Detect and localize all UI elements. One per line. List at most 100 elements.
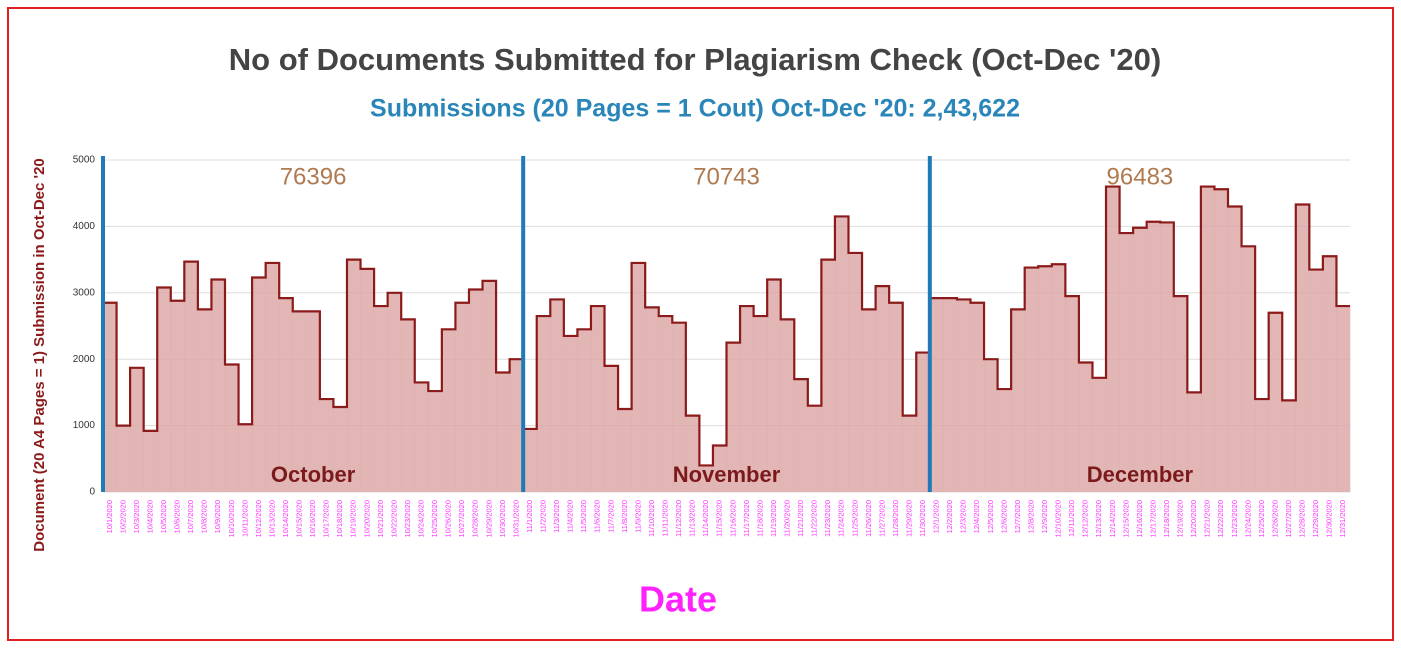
step-fill <box>712 445 727 492</box>
x-tick-label: 10/4/2020 <box>145 500 154 533</box>
step-fill <box>672 322 687 492</box>
step-fill <box>1065 296 1080 492</box>
chart-title: No of Documents Submitted for Plagiarism… <box>229 42 1161 77</box>
step-fill <box>1282 400 1297 492</box>
step-fill <box>1322 256 1337 492</box>
step-fill <box>116 425 131 492</box>
step-fill <box>821 259 836 492</box>
x-tick-label: 11/19/2020 <box>769 500 778 537</box>
x-tick-label: 12/22/2020 <box>1216 500 1225 538</box>
x-tick-label: 11/18/2020 <box>755 500 764 537</box>
x-tick-label: 12/20/2020 <box>1189 500 1198 538</box>
x-tick-label: 10/25/2020 <box>430 500 439 538</box>
x-tick-label: 12/29/2020 <box>1311 500 1320 538</box>
step-fill <box>279 298 294 492</box>
step-fill <box>441 329 456 492</box>
step-fill <box>875 286 890 492</box>
step-fill <box>753 316 768 492</box>
x-tick-label: 10/24/2020 <box>417 500 426 538</box>
x-tick-label: 11/21/2020 <box>796 500 805 537</box>
step-fill <box>1187 392 1202 492</box>
x-tick-label: 12/18/2020 <box>1162 500 1171 538</box>
step-fill <box>509 359 524 492</box>
x-tick-label: 12/11/2020 <box>1067 500 1076 537</box>
step-fill <box>428 391 443 492</box>
x-tick-label: 11/1/2020 <box>525 500 534 533</box>
x-tick-label: 10/6/2020 <box>173 500 182 533</box>
step-fill <box>590 306 605 492</box>
step-fill <box>130 367 144 492</box>
x-tick-label: 10/9/2020 <box>213 500 222 533</box>
x-tick-label: 12/31/2020 <box>1338 500 1347 538</box>
x-tick-label: 10/5/2020 <box>159 500 168 533</box>
step-fill <box>333 407 348 492</box>
x-tick-label: 11/12/2020 <box>674 500 683 537</box>
step-fill <box>496 372 510 492</box>
x-tick-label: 12/19/2020 <box>1176 500 1185 538</box>
chart-subtitle: Submissions (20 Pages = 1 Cout) Oct-Dec … <box>370 95 1020 123</box>
x-tick-label: 10/14/2020 <box>281 500 290 538</box>
month-name: November <box>673 462 781 487</box>
x-tick-label: 12/12/2020 <box>1081 500 1090 538</box>
x-tick-label: 10/8/2020 <box>200 500 209 533</box>
step-fill <box>604 365 619 492</box>
y-tick-label: 1000 <box>73 420 96 431</box>
x-tick-label: 12/8/2020 <box>1026 500 1035 533</box>
x-tick-label: 12/5/2020 <box>986 500 995 533</box>
x-tick-label: 11/14/2020 <box>701 500 710 537</box>
step-fill <box>523 428 538 492</box>
x-tick-label: 11/9/2020 <box>633 500 642 533</box>
x-tick-label: 11/16/2020 <box>728 500 737 537</box>
step-fill <box>550 299 565 492</box>
step-fill <box>224 364 239 492</box>
step-fill <box>143 430 158 492</box>
x-tick-label: 10/11/2020 <box>240 500 249 537</box>
x-tick-label: 12/16/2020 <box>1135 500 1144 538</box>
x-tick-label: 12/3/2020 <box>959 500 968 533</box>
month-total: 70743 <box>693 163 760 190</box>
x-tick-label: 10/17/2020 <box>322 500 331 538</box>
step-fill <box>319 399 334 492</box>
x-tick-label: 10/31/2020 <box>511 500 520 538</box>
x-tick-label: 12/27/2020 <box>1284 500 1293 538</box>
step-fill <box>306 311 321 492</box>
step-fill <box>197 309 212 492</box>
x-tick-label: 12/14/2020 <box>1108 500 1117 538</box>
x-tick-label: 10/23/2020 <box>403 500 412 538</box>
x-tick-label: 12/10/2020 <box>1054 500 1063 538</box>
step-fill <box>563 335 578 492</box>
step-fill <box>767 279 782 492</box>
x-tick-label: 10/13/2020 <box>267 500 276 538</box>
step-fill <box>984 359 998 492</box>
x-tick-label: 12/23/2020 <box>1230 500 1239 538</box>
x-tick-label: 11/28/2020 <box>891 500 900 537</box>
step-fill <box>1214 189 1229 492</box>
month-total: 96483 <box>1107 163 1174 190</box>
step-fill <box>726 342 741 492</box>
step-fill <box>103 302 117 492</box>
step-fill <box>1255 399 1269 492</box>
x-tick-label: 12/13/2020 <box>1094 500 1103 538</box>
step-fill <box>1228 206 1242 493</box>
step-fill <box>170 300 185 492</box>
x-tick-label: 10/19/2020 <box>349 500 358 538</box>
x-tick-label: 11/29/2020 <box>904 500 913 537</box>
x-tick-label: 11/22/2020 <box>810 500 819 537</box>
step-fill <box>631 262 646 492</box>
step-fill <box>1119 233 1134 493</box>
step-fill <box>1106 186 1120 492</box>
step-fill <box>265 262 280 492</box>
step-fill <box>658 316 673 492</box>
x-tick-label: 10/20/2020 <box>362 500 371 538</box>
x-tick-label: 11/15/2020 <box>715 500 724 537</box>
step-fill <box>157 287 172 492</box>
x-tick-label: 12/1/2020 <box>932 500 941 533</box>
x-tick-label: 11/24/2020 <box>837 500 846 537</box>
x-tick-label: 12/26/2020 <box>1270 500 1279 538</box>
y-axis-label: Document (20 A4 Pages = 1) Submission in… <box>31 158 48 552</box>
step-fill <box>1200 186 1215 492</box>
x-tick-label: 10/1/2020 <box>105 500 114 533</box>
x-tick-label: 11/27/2020 <box>877 500 886 537</box>
month-total: 76396 <box>280 163 347 190</box>
x-tick-label: 11/11/2020 <box>660 500 669 536</box>
